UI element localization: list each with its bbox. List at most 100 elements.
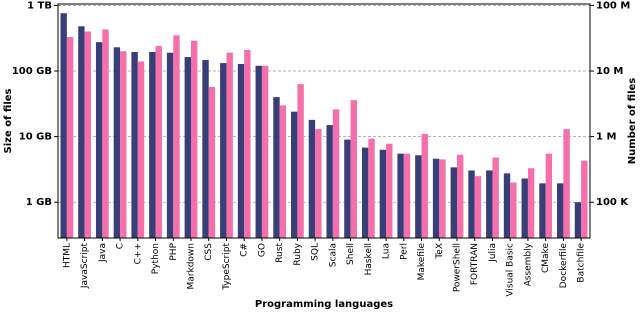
y-axis-title: Size of files bbox=[3, 88, 14, 153]
bar bbox=[273, 97, 280, 238]
bar bbox=[102, 29, 109, 239]
bar bbox=[149, 51, 156, 239]
bar bbox=[563, 129, 570, 238]
y2-tick-label: 10 M bbox=[596, 66, 623, 77]
bar bbox=[84, 31, 91, 238]
bar bbox=[237, 63, 245, 238]
bar bbox=[208, 87, 216, 238]
bar bbox=[350, 100, 357, 238]
bar bbox=[60, 13, 67, 239]
x-tick-label: Rust bbox=[275, 243, 285, 263]
x-tick-label: Julia bbox=[488, 243, 498, 263]
bar bbox=[386, 143, 393, 238]
bar bbox=[279, 105, 287, 239]
x-tick-label: FORTRAN bbox=[470, 243, 480, 285]
bar bbox=[244, 49, 251, 238]
x-tick-label: TeX bbox=[435, 243, 445, 260]
y-tick-label: 1 GB bbox=[26, 197, 52, 208]
bar bbox=[220, 63, 227, 239]
y2-tick-label: 100 K bbox=[596, 197, 629, 208]
bar bbox=[468, 170, 475, 238]
bar bbox=[184, 57, 191, 238]
bar bbox=[439, 159, 446, 238]
bar bbox=[421, 133, 428, 238]
bar bbox=[403, 153, 411, 238]
x-tick-label: Haskell bbox=[364, 243, 374, 275]
x-tick-label: CSS bbox=[204, 243, 214, 261]
x-tick-label: Lua bbox=[382, 243, 392, 259]
x-tick-label: PHP bbox=[169, 242, 179, 260]
y-tick-label: 100 GB bbox=[12, 66, 52, 77]
x-tick-label: Perl bbox=[399, 243, 409, 260]
bar bbox=[539, 183, 546, 238]
x-tick-label: TypeScript bbox=[222, 243, 232, 291]
bar bbox=[131, 51, 138, 239]
x-tick-label: Shell bbox=[346, 243, 356, 265]
bar bbox=[155, 46, 162, 239]
bar bbox=[457, 154, 464, 238]
bar bbox=[474, 176, 482, 238]
x-axis-title: Programming languages bbox=[255, 299, 393, 310]
x-tick-label: Visual Basic bbox=[506, 243, 516, 297]
bar bbox=[308, 119, 316, 238]
bar bbox=[137, 61, 145, 239]
x-tick-label: Java bbox=[98, 243, 108, 263]
bar bbox=[545, 153, 553, 238]
plot-frame bbox=[57, 3, 591, 239]
x-tick-label: C# bbox=[240, 243, 250, 257]
y-tick-label: 10 GB bbox=[19, 132, 52, 143]
bar bbox=[510, 182, 517, 238]
bar bbox=[432, 158, 440, 238]
bar bbox=[574, 202, 582, 238]
bar bbox=[450, 167, 457, 238]
bar bbox=[261, 65, 269, 239]
x-tick-label: Batchfile bbox=[577, 243, 587, 283]
x-tick-label: Markdown bbox=[187, 243, 197, 289]
bar bbox=[166, 52, 174, 239]
bar bbox=[344, 139, 351, 238]
bar bbox=[492, 157, 499, 238]
bar bbox=[255, 65, 262, 239]
x-tick-label: JavaScript bbox=[80, 243, 90, 290]
bar bbox=[202, 60, 209, 238]
bar bbox=[66, 36, 74, 239]
x-tick-label: Scala bbox=[328, 243, 338, 267]
y2-tick-label: 1 M bbox=[596, 132, 616, 143]
bar bbox=[527, 168, 535, 238]
bar bbox=[315, 129, 322, 238]
x-tick-label: Python bbox=[151, 243, 161, 274]
x-tick-label: HTML bbox=[62, 243, 72, 268]
bar bbox=[368, 138, 375, 238]
x-tick-label: Assembly bbox=[523, 242, 533, 286]
x-tick-label: Makefile bbox=[417, 243, 427, 281]
bar bbox=[297, 84, 304, 239]
bar bbox=[397, 153, 404, 238]
bar bbox=[503, 173, 511, 238]
bar bbox=[291, 111, 298, 238]
bar bbox=[95, 42, 103, 238]
x-tick-label: C bbox=[116, 243, 126, 249]
x-tick-label: Ruby bbox=[293, 242, 303, 265]
y2-axis-title: Number of files bbox=[627, 78, 638, 165]
bar bbox=[332, 109, 340, 238]
bar bbox=[521, 178, 528, 238]
bar bbox=[113, 47, 121, 238]
bar bbox=[361, 147, 369, 238]
bar bbox=[557, 183, 564, 238]
x-tick-label: Dockerfile bbox=[559, 243, 569, 289]
bar bbox=[226, 52, 233, 239]
x-tick-label: C++ bbox=[133, 243, 143, 264]
x-tick-label: GO bbox=[257, 243, 267, 257]
bar bbox=[326, 125, 333, 238]
bar bbox=[173, 35, 180, 239]
bar bbox=[581, 160, 588, 238]
bar bbox=[78, 26, 85, 239]
y-tick-label: 1 TB bbox=[27, 0, 52, 11]
x-tick-label: SQL bbox=[311, 243, 321, 261]
bar bbox=[120, 51, 127, 238]
y2-tick-label: 100 M bbox=[596, 0, 630, 11]
x-tick-label: PowerShell bbox=[453, 243, 463, 292]
bar bbox=[379, 149, 387, 238]
bar bbox=[486, 170, 493, 238]
